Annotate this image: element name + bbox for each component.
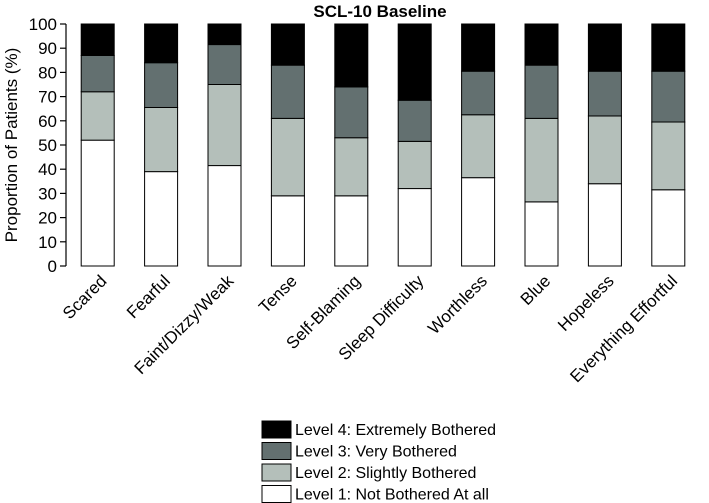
- bar-segment-level-1: [80, 139, 115, 267]
- legend-swatch: [261, 485, 292, 503]
- bar-segment-level-1: [651, 189, 686, 267]
- bar-segment-level-3: [207, 44, 242, 85]
- bar-segment-level-2: [207, 84, 242, 167]
- bar-segment-level-1: [461, 177, 496, 267]
- y-tick-label: 40: [38, 160, 57, 179]
- x-tick-label: Scared: [59, 271, 111, 323]
- legend-label: Level 2: Slightly Bothered: [295, 465, 476, 482]
- bar-segment-level-4: [80, 23, 115, 56]
- bar-segment-level-3: [461, 70, 496, 116]
- y-tick-label: 0: [48, 257, 57, 276]
- bar-segment-level-2: [397, 140, 432, 190]
- bar-segment-level-3: [144, 62, 179, 108]
- chart-title: SCL-10 Baseline: [313, 2, 446, 21]
- bar-segment-level-2: [524, 117, 559, 203]
- bar-segment-level-3: [587, 70, 622, 117]
- bar-segment-level-4: [524, 23, 559, 66]
- bar-segment-level-1: [524, 201, 559, 267]
- y-tick-label: 20: [38, 209, 57, 228]
- bar-segment-level-4: [461, 23, 496, 72]
- bar-segment-level-1: [334, 195, 369, 267]
- legend-swatch: [261, 420, 292, 439]
- y-tick-label: 70: [38, 88, 57, 107]
- x-tick-label: Worthless: [424, 271, 491, 338]
- y-tick-label: 10: [38, 233, 57, 252]
- bar-segment-level-2: [651, 121, 686, 191]
- bar-segment-level-2: [144, 106, 179, 173]
- bar-segment-level-3: [334, 86, 369, 139]
- legend-swatch: [261, 463, 292, 482]
- bar-segment-level-3: [270, 64, 305, 119]
- bar-segment-level-3: [651, 70, 686, 123]
- bar-segment-level-1: [587, 183, 622, 267]
- legend-label: Level 1: Not Bothered At all: [295, 487, 489, 503]
- bar-segment-level-4: [144, 23, 179, 64]
- bar-segment-level-2: [461, 114, 496, 179]
- bar-segment-level-1: [397, 188, 432, 267]
- legend-label: Level 4: Extremely Bothered: [295, 422, 496, 439]
- y-tick-label: 80: [38, 63, 57, 82]
- x-tick-label: Hopeless: [554, 271, 618, 335]
- y-tick-label: 30: [38, 184, 57, 203]
- y-axis-label: Proportion of Patients (%): [2, 48, 21, 243]
- bar-segment-level-3: [397, 99, 432, 142]
- bar-segment-level-4: [334, 23, 369, 88]
- legend-swatch: [261, 442, 292, 460]
- bar-segment-level-1: [144, 171, 179, 267]
- x-tick-label: Tense: [255, 271, 301, 317]
- x-tick-label: Blue: [517, 271, 554, 308]
- legend: Level 4: Extremely Bothered Level 3: Very…: [261, 420, 496, 503]
- bar-segment-level-1: [270, 195, 305, 267]
- bar-segment-level-4: [207, 23, 242, 46]
- y-tick-label: 90: [38, 39, 57, 58]
- bar-segment-level-2: [270, 117, 305, 197]
- bar-segment-level-2: [80, 91, 115, 141]
- legend-label: Level 3: Very Bothered: [295, 444, 457, 461]
- x-tick-label: Everything Effortful: [566, 271, 681, 386]
- bar-segment-level-4: [397, 23, 432, 101]
- bar-segment-level-4: [651, 23, 686, 72]
- bar-segment-level-1: [207, 165, 242, 267]
- bar-segment-level-2: [587, 115, 622, 185]
- bar-segment-level-3: [80, 54, 115, 93]
- x-tick-label: Fearful: [123, 271, 174, 322]
- y-tick-label: 100: [29, 15, 57, 34]
- y-tick-label: 60: [38, 112, 57, 131]
- y-tick-label: 50: [38, 136, 57, 155]
- bar-segment-level-4: [587, 23, 622, 72]
- bar-segment-level-2: [334, 137, 369, 197]
- bar-segment-level-4: [270, 23, 305, 66]
- bar-segment-level-3: [524, 64, 559, 119]
